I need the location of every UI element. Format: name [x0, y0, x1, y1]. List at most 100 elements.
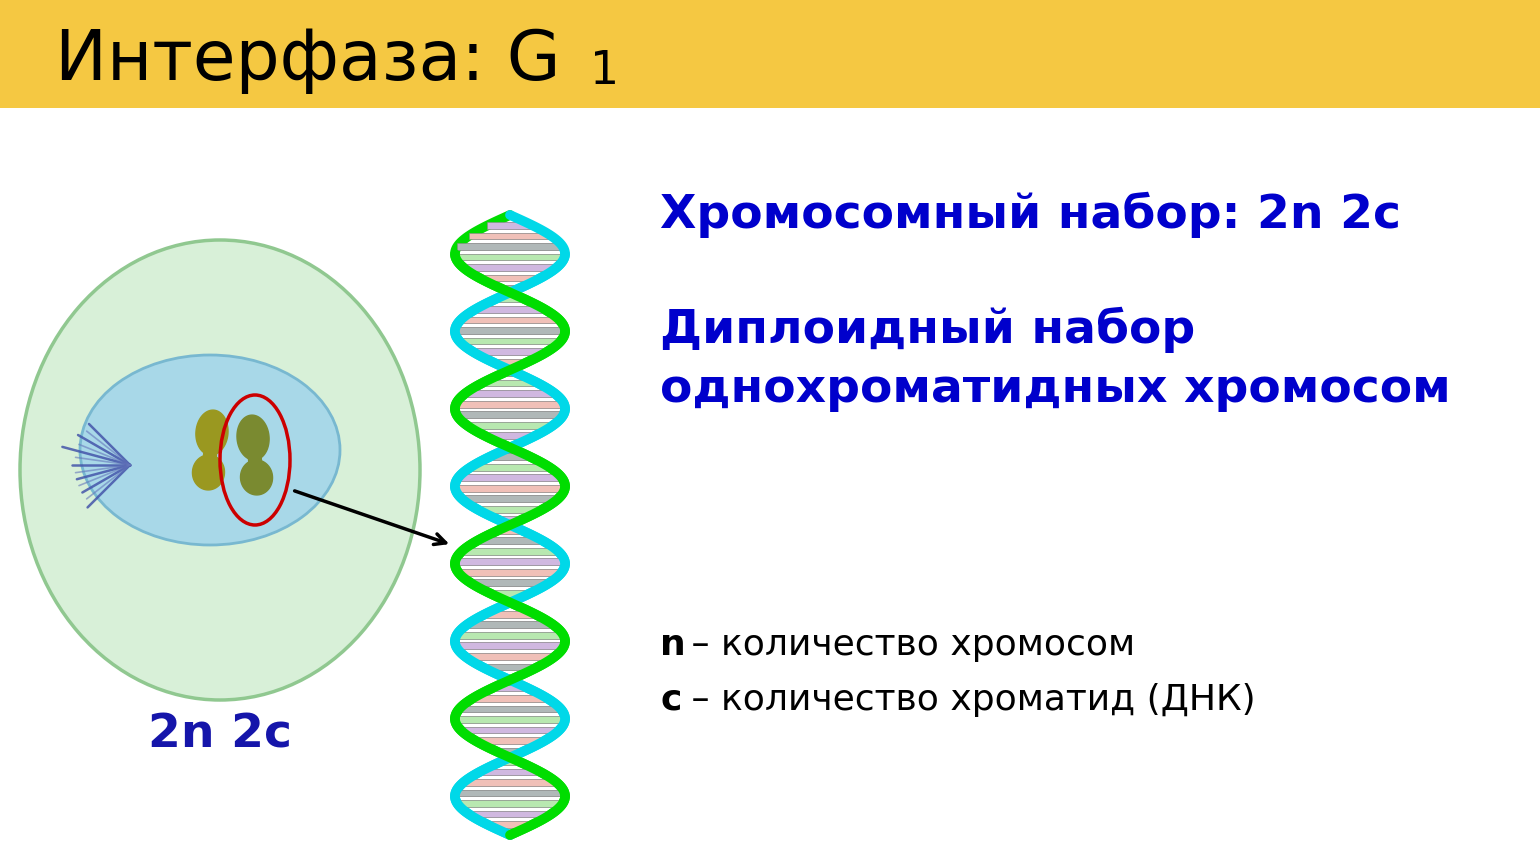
- Text: однохроматидных хромосом: однохроматидных хромосом: [661, 367, 1451, 412]
- Bar: [464, 264, 556, 271]
- Bar: [493, 359, 527, 365]
- Bar: [460, 727, 559, 734]
- Bar: [504, 369, 516, 376]
- Bar: [456, 411, 564, 418]
- Bar: [459, 474, 562, 481]
- Bar: [485, 611, 536, 618]
- Bar: [504, 674, 516, 681]
- Bar: [467, 621, 553, 628]
- Bar: [457, 800, 562, 807]
- Bar: [467, 422, 553, 429]
- Bar: [456, 643, 564, 649]
- Bar: [459, 474, 562, 481]
- Bar: [462, 495, 557, 502]
- Text: Интерфаза: G: Интерфаза: G: [55, 27, 561, 93]
- Bar: [456, 558, 565, 565]
- Bar: [464, 779, 556, 786]
- Bar: [499, 517, 522, 523]
- Bar: [479, 275, 541, 282]
- Bar: [490, 454, 530, 460]
- Text: 1: 1: [590, 49, 619, 94]
- Bar: [454, 327, 565, 334]
- Bar: [479, 769, 541, 775]
- Bar: [487, 222, 533, 229]
- Bar: [500, 758, 519, 765]
- Bar: [485, 611, 536, 618]
- Bar: [482, 380, 537, 386]
- Bar: [471, 464, 550, 471]
- Bar: [462, 495, 557, 502]
- Text: n: n: [661, 628, 685, 662]
- Bar: [487, 222, 533, 229]
- Bar: [500, 285, 519, 292]
- Text: – количество хромосом: – количество хромосом: [681, 628, 1135, 662]
- Bar: [499, 527, 522, 534]
- Bar: [464, 779, 556, 786]
- Bar: [460, 317, 559, 323]
- Bar: [456, 401, 564, 408]
- Bar: [454, 327, 565, 334]
- Text: Диплоидный набор: Диплоидный набор: [661, 307, 1195, 353]
- Bar: [456, 254, 565, 260]
- Bar: [500, 285, 519, 292]
- Bar: [485, 432, 536, 439]
- Bar: [490, 590, 530, 597]
- Bar: [474, 737, 545, 744]
- Bar: [454, 716, 565, 723]
- Bar: [462, 548, 557, 555]
- Bar: [473, 348, 547, 355]
- Bar: [454, 716, 565, 723]
- Polygon shape: [240, 460, 273, 495]
- Bar: [471, 580, 550, 586]
- Bar: [477, 537, 542, 544]
- Bar: [456, 485, 565, 492]
- Bar: [456, 254, 565, 260]
- Bar: [456, 790, 565, 797]
- Bar: [473, 695, 547, 702]
- Bar: [479, 275, 541, 282]
- Bar: [477, 506, 542, 512]
- Bar: [507, 443, 513, 449]
- Bar: [496, 295, 525, 302]
- Bar: [474, 737, 545, 744]
- Bar: [507, 600, 513, 607]
- Polygon shape: [248, 452, 262, 468]
- Bar: [465, 653, 554, 660]
- Bar: [471, 580, 550, 586]
- Bar: [468, 810, 551, 817]
- Bar: [474, 306, 545, 313]
- Bar: [467, 621, 553, 628]
- Bar: [496, 747, 525, 754]
- Bar: [500, 758, 519, 765]
- Bar: [468, 810, 551, 817]
- Bar: [460, 317, 559, 323]
- Bar: [504, 674, 516, 681]
- Bar: [457, 243, 562, 250]
- Ellipse shape: [20, 240, 420, 700]
- Bar: [474, 306, 545, 313]
- Bar: [459, 569, 562, 575]
- Bar: [473, 695, 547, 702]
- Bar: [493, 684, 527, 691]
- Bar: [464, 264, 556, 271]
- Text: 2n 2c: 2n 2c: [148, 713, 293, 758]
- Bar: [468, 232, 551, 239]
- Bar: [465, 391, 554, 397]
- Bar: [462, 548, 557, 555]
- Bar: [456, 790, 565, 797]
- Polygon shape: [196, 410, 228, 455]
- Bar: [457, 243, 562, 250]
- Bar: [507, 443, 513, 449]
- Bar: [456, 632, 564, 638]
- Bar: [473, 348, 547, 355]
- Bar: [482, 664, 537, 670]
- Polygon shape: [237, 415, 270, 460]
- Bar: [460, 727, 559, 734]
- Bar: [499, 527, 522, 534]
- Bar: [477, 537, 542, 544]
- Bar: [459, 706, 561, 712]
- Bar: [459, 706, 561, 712]
- Bar: [456, 401, 564, 408]
- Bar: [507, 600, 513, 607]
- Bar: [456, 632, 564, 638]
